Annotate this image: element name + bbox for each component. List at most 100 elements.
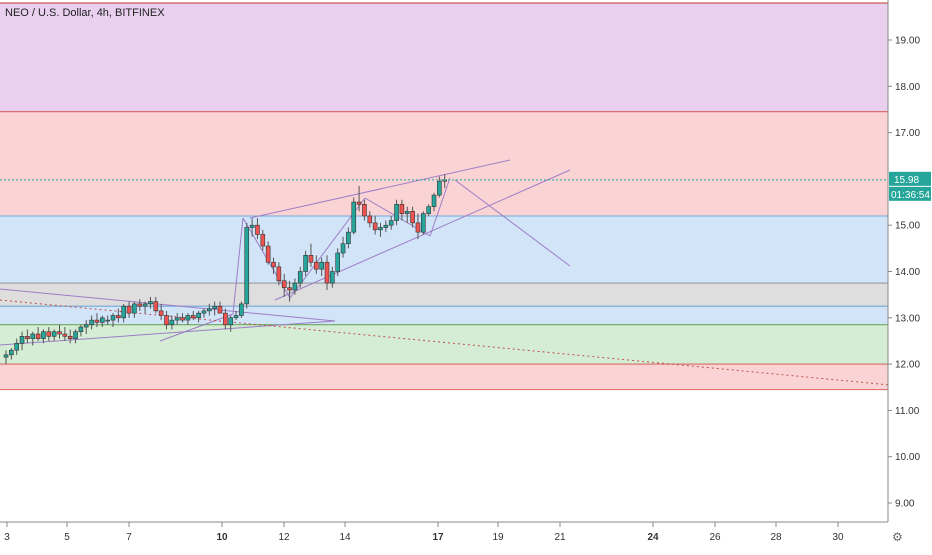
trendline-wedge-top xyxy=(0,288,336,322)
zone-1 xyxy=(0,111,888,216)
x-tick-label-6: 17 xyxy=(432,532,444,543)
x-tick-label-5: 14 xyxy=(339,532,351,543)
candle-body-5 xyxy=(30,333,36,339)
candle-body-4 xyxy=(25,336,30,339)
candle-body-57 xyxy=(308,254,314,263)
candle-body-27 xyxy=(148,301,153,305)
x-tick-label-10: 26 xyxy=(709,532,721,543)
candle-body-51 xyxy=(276,266,282,282)
candle-body-31 xyxy=(169,319,175,326)
zone-2 xyxy=(0,215,888,284)
candle-body-61 xyxy=(330,271,335,284)
candle-body-33 xyxy=(180,317,185,321)
candle-body-0 xyxy=(3,354,9,358)
x-tick-label-11: 28 xyxy=(770,532,782,543)
candle-body-36 xyxy=(196,312,201,319)
candle-body-3 xyxy=(19,336,25,344)
candle-body-71 xyxy=(383,224,389,228)
candle-body-30 xyxy=(164,315,169,326)
candle-body-81 xyxy=(437,180,442,196)
candle-body-38 xyxy=(207,308,212,312)
candle-body-22 xyxy=(121,305,126,319)
candle-body-21 xyxy=(116,315,121,319)
candle-body-29 xyxy=(158,310,164,316)
y-tick-label-0: 19.00 xyxy=(895,36,920,47)
price-label: 15.98 xyxy=(894,175,919,186)
y-tick-label-8: 10.00 xyxy=(895,452,920,463)
candle-body-48 xyxy=(260,234,266,247)
candle-body-13 xyxy=(73,331,78,339)
candle-body-47 xyxy=(255,224,260,235)
dashed-trendline xyxy=(0,299,932,390)
countdown-bg xyxy=(889,186,931,201)
candle-body-56 xyxy=(303,254,308,272)
projection-line xyxy=(454,179,571,267)
candle-body-72 xyxy=(388,220,394,226)
trendline-f xyxy=(429,177,451,237)
candle-body-15 xyxy=(83,324,89,328)
candle-body-32 xyxy=(174,317,180,321)
channel-bottom xyxy=(274,169,571,301)
candle-body-74 xyxy=(399,204,405,214)
candle-body-76 xyxy=(410,211,415,224)
candle-body-44 xyxy=(239,303,244,316)
candle-body-49 xyxy=(265,245,271,263)
candle-body-39 xyxy=(212,305,217,309)
candle-body-42 xyxy=(228,317,233,326)
candle-body-41 xyxy=(223,312,228,326)
candle-body-10 xyxy=(57,331,62,335)
candle-body-28 xyxy=(153,301,159,312)
candle-body-69 xyxy=(372,222,378,231)
candle-body-37 xyxy=(201,310,207,314)
candle-body-66 xyxy=(356,201,362,205)
candle-body-64 xyxy=(346,231,351,245)
settings-icon: ⚙ xyxy=(892,530,903,544)
countdown-label: 01:36:54 xyxy=(891,190,930,201)
zone-6 xyxy=(0,364,888,390)
x-tick-label-2: 7 xyxy=(126,532,132,543)
candle-body-54 xyxy=(292,282,298,291)
candle-body-19 xyxy=(105,319,110,322)
zone-0 xyxy=(0,2,888,112)
candle-body-65 xyxy=(351,201,357,233)
candle-body-7 xyxy=(41,331,46,339)
candle-body-59 xyxy=(319,261,324,270)
candle-body-14 xyxy=(78,326,84,332)
candle-body-17 xyxy=(94,319,100,323)
y-tick-label-3: 15.00 xyxy=(895,221,920,232)
candle-body-20 xyxy=(110,315,116,321)
x-tick-label-7: 19 xyxy=(492,532,504,543)
y-tick-label-5: 13.00 xyxy=(895,313,920,324)
candle-body-53 xyxy=(287,287,292,291)
candle-body-25 xyxy=(137,303,143,307)
y-tick-label-4: 14.00 xyxy=(895,267,920,278)
candle-body-18 xyxy=(100,317,105,323)
y-tick-label-2: 17.00 xyxy=(895,128,920,139)
candle-body-78 xyxy=(420,213,426,233)
candle-body-40 xyxy=(217,305,223,314)
candle-body-70 xyxy=(378,227,383,231)
x-tick-label-3: 10 xyxy=(216,532,228,543)
candle-body-23 xyxy=(126,305,132,314)
price-axis-bg xyxy=(888,0,932,550)
candle-body-50 xyxy=(271,261,276,268)
x-tick-label-1: 5 xyxy=(64,532,70,543)
y-tick-label-7: 11.00 xyxy=(895,406,920,417)
candle-body-75 xyxy=(404,211,410,214)
candle-body-26 xyxy=(142,303,148,307)
candle-body-52 xyxy=(281,280,287,289)
candle-body-34 xyxy=(185,315,191,321)
y-tick-label-9: 9.00 xyxy=(895,499,915,510)
candle-body-46 xyxy=(249,224,255,228)
y-tick-label-1: 18.00 xyxy=(895,82,920,93)
y-tick-label-6: 12.00 xyxy=(895,360,920,371)
candle-body-1 xyxy=(9,349,14,356)
x-tick-label-0: 3 xyxy=(4,532,10,543)
candle-body-2 xyxy=(14,342,19,351)
candle-body-67 xyxy=(362,204,367,217)
candle-body-73 xyxy=(394,204,399,221)
candle-body-55 xyxy=(297,271,303,284)
x-tick-label-8: 21 xyxy=(554,532,566,543)
